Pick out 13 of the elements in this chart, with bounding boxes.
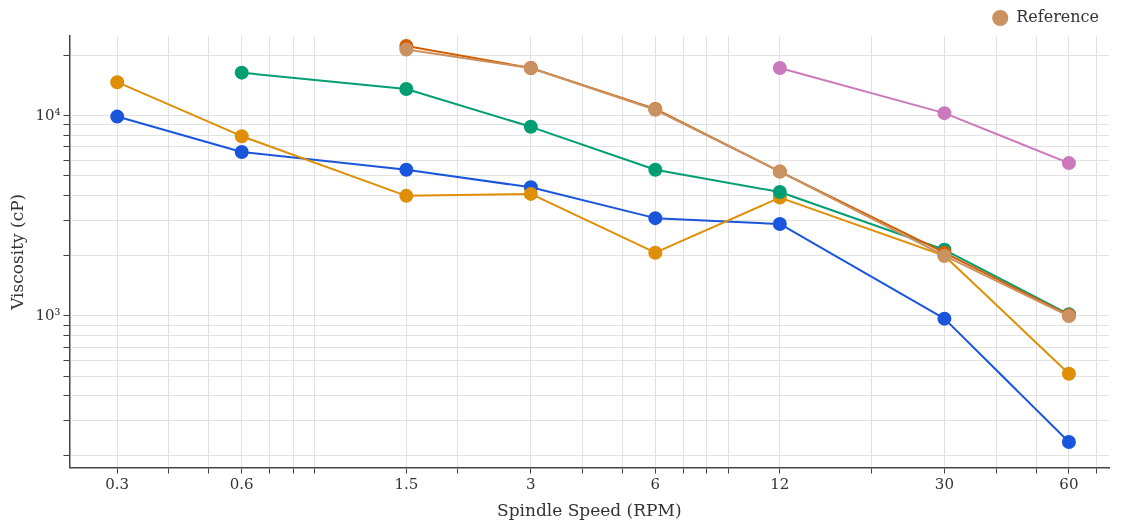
x-tick-label: 0.3	[105, 475, 130, 494]
x-tick-label: 0.6	[229, 475, 254, 494]
y-tick-label: 10³	[35, 305, 61, 324]
y-axis-title: Viscosity (cP)	[6, 193, 27, 311]
y-tick-label: 10⁴	[35, 105, 61, 124]
x-tick-label: 1.5	[394, 475, 419, 494]
x-tick-label: 30	[934, 475, 954, 494]
x-axis-title: Spindle Speed (RPM)	[496, 500, 682, 521]
legend-label: Reference	[1016, 7, 1100, 27]
x-tick-label: 12	[770, 475, 790, 494]
x-tick-label: 6	[650, 475, 661, 494]
x-tick-label: 3	[526, 475, 536, 494]
x-tick-label: 60	[1059, 475, 1079, 494]
